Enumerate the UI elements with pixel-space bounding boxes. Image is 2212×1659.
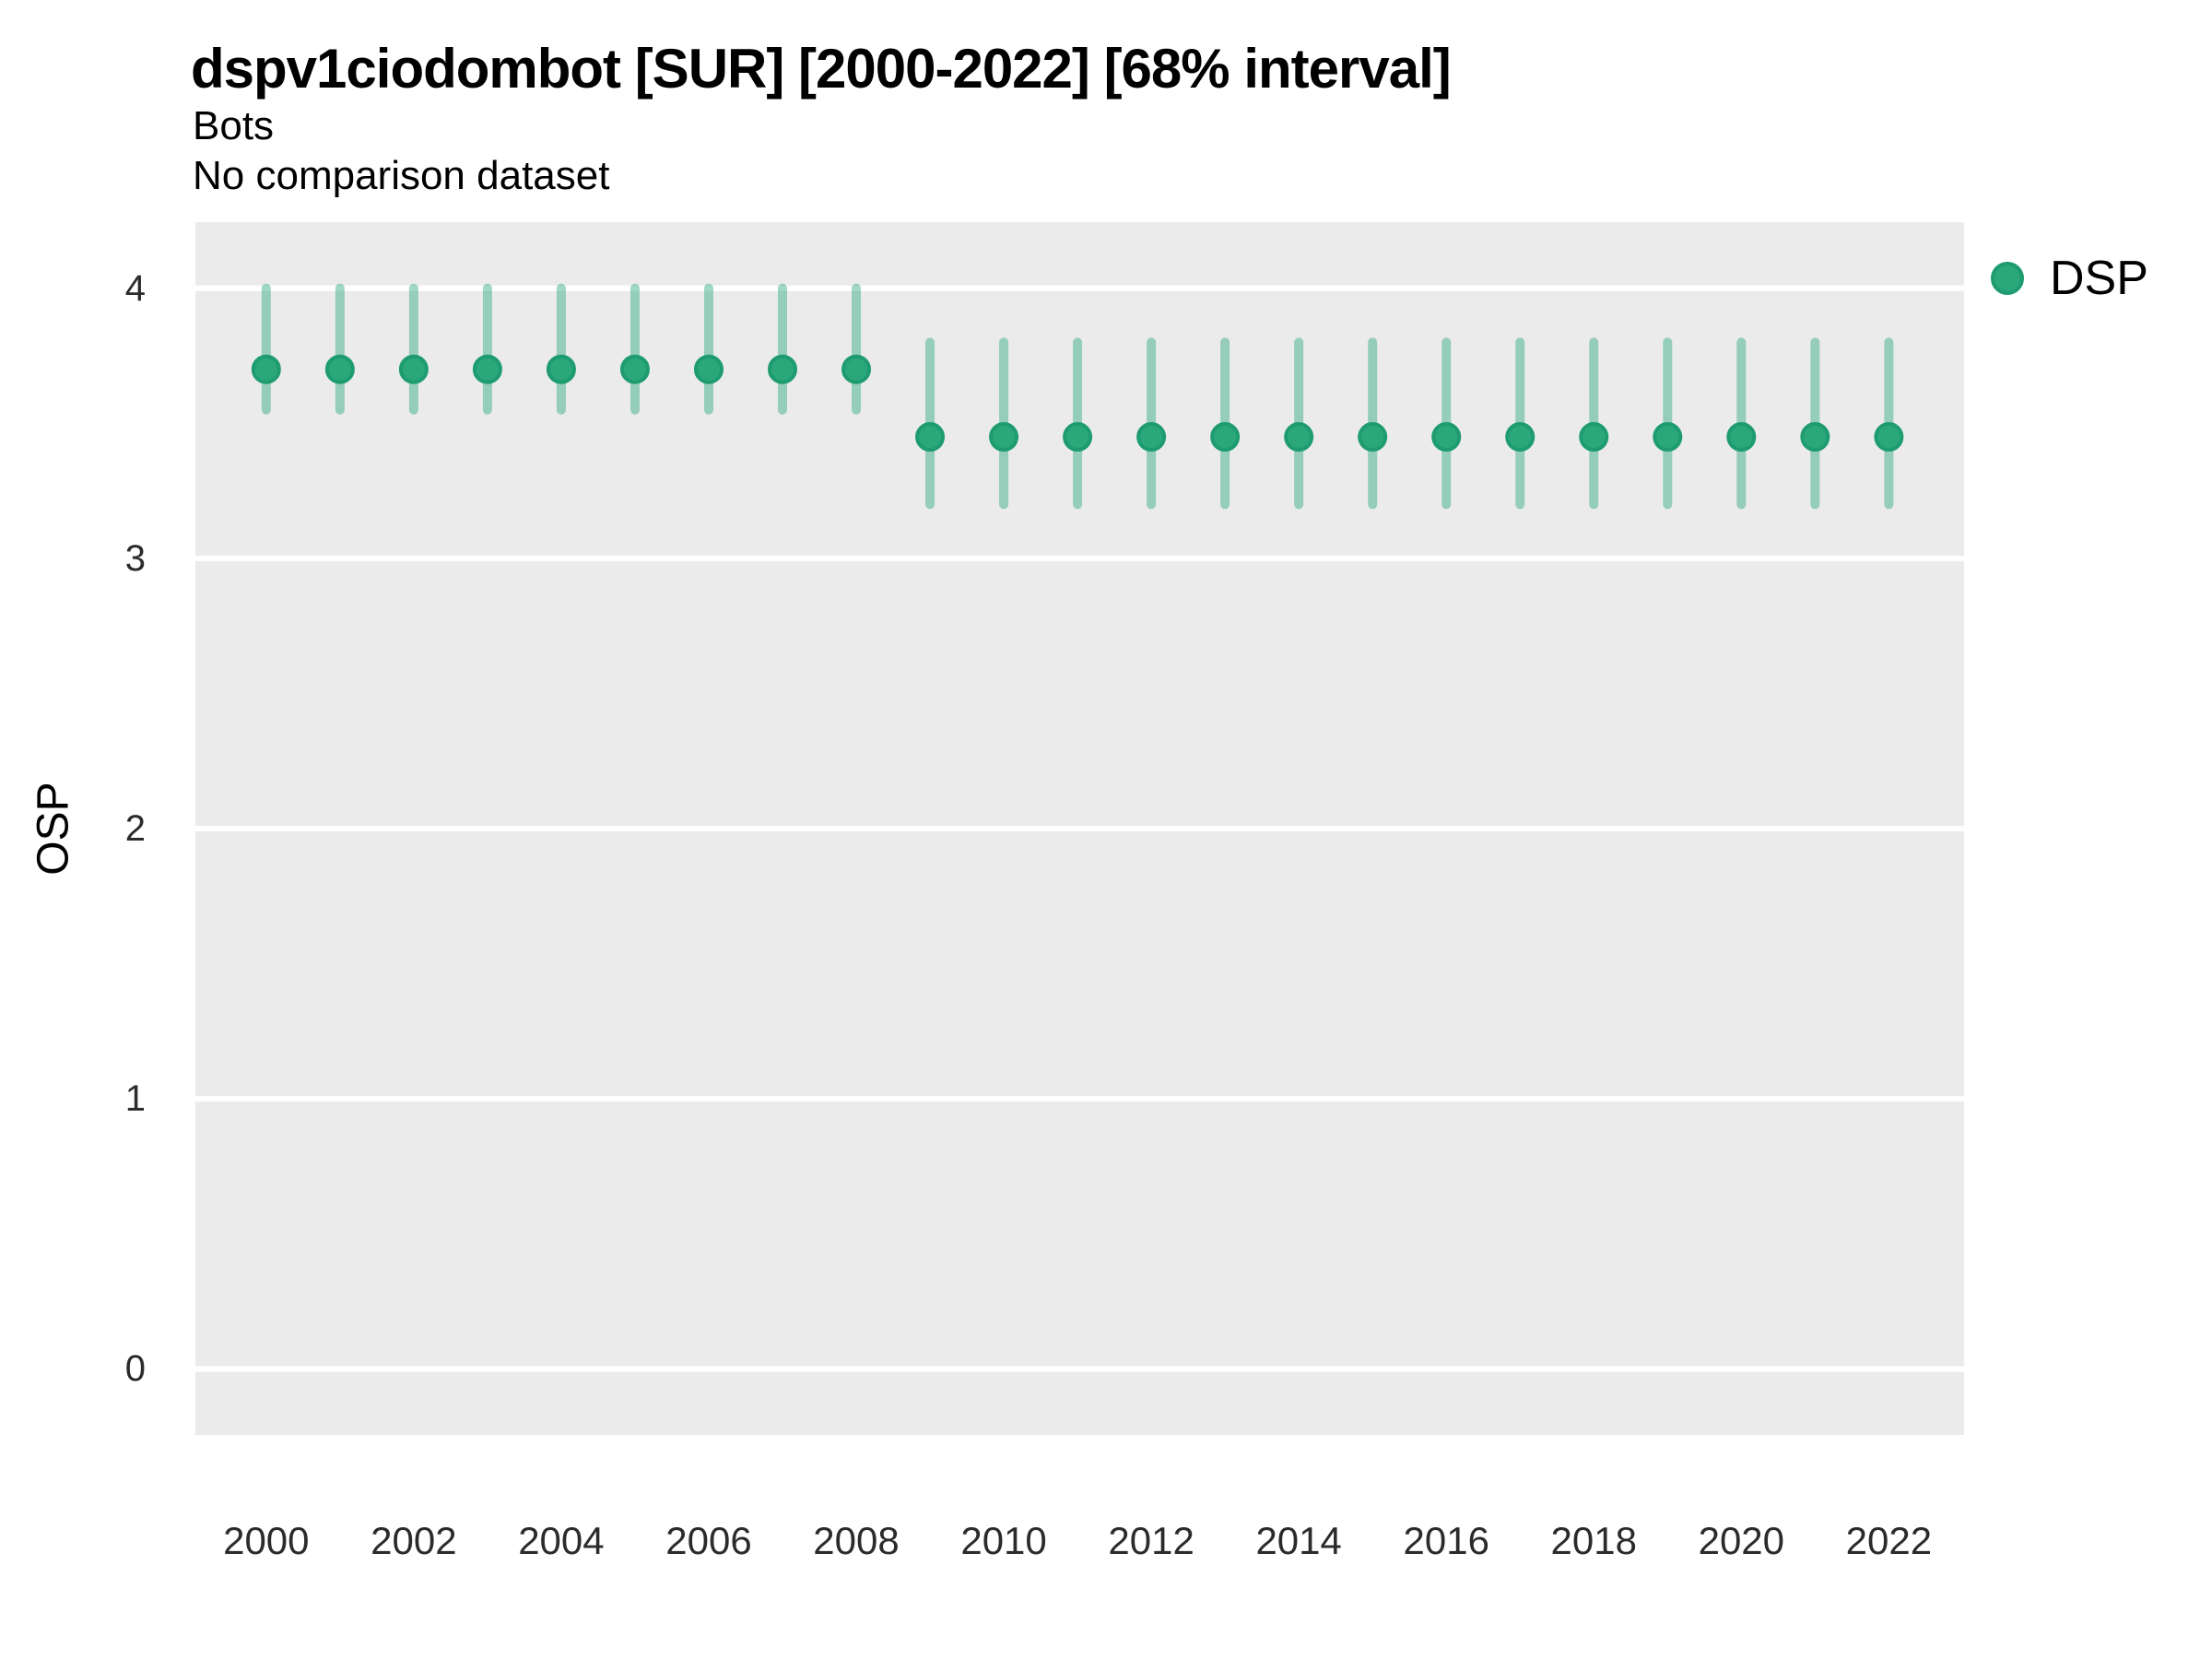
chart-subtitle-group: Bots bbox=[193, 103, 275, 148]
point-dsp-2018 bbox=[1579, 422, 1609, 453]
x-tick-label-2022: 2022 bbox=[1845, 1519, 1933, 1562]
point-dsp-2002 bbox=[398, 354, 429, 384]
legend-label: DSP bbox=[2050, 252, 2148, 305]
x-tick-label-2012: 2012 bbox=[1108, 1519, 1194, 1562]
x-tick-label-2002: 2002 bbox=[371, 1519, 457, 1562]
point-dsp-2017 bbox=[1505, 422, 1535, 453]
point-dsp-2001 bbox=[324, 354, 355, 384]
point-dsp-2010 bbox=[989, 422, 1019, 453]
point-dsp-2021 bbox=[1800, 422, 1830, 453]
point-dsp-2006 bbox=[693, 354, 724, 384]
x-tick-label-2016: 2016 bbox=[1403, 1519, 1489, 1562]
x-tick-label-2020: 2020 bbox=[1698, 1519, 1785, 1562]
chart-title: dspv1ciodombot [SUR] [2000-2022] [68% in… bbox=[191, 38, 1452, 100]
x-tick-label-2000: 2000 bbox=[223, 1519, 310, 1562]
point-dsp-2004 bbox=[546, 354, 576, 384]
x-tick-label-2010: 2010 bbox=[960, 1519, 1047, 1562]
point-dsp-2009 bbox=[915, 422, 946, 453]
chart-subtitle-dataset: No comparison dataset bbox=[193, 153, 610, 198]
point-dsp-2015 bbox=[1358, 422, 1388, 453]
point-dsp-2013 bbox=[1210, 422, 1241, 453]
point-dsp-2016 bbox=[1431, 422, 1462, 453]
point-dsp-2019 bbox=[1653, 422, 1683, 453]
x-tick-label-2014: 2014 bbox=[1255, 1519, 1342, 1562]
y-tick-label-1: 1 bbox=[124, 1078, 146, 1120]
point-dsp-2008 bbox=[841, 354, 872, 384]
legend: DSP bbox=[1991, 251, 2148, 306]
x-tick-label-2008: 2008 bbox=[813, 1519, 900, 1562]
x-tick-label-2004: 2004 bbox=[518, 1519, 605, 1562]
point-dsp-2012 bbox=[1136, 422, 1167, 453]
plot-panel bbox=[195, 222, 1964, 1435]
point-dsp-2003 bbox=[472, 354, 502, 384]
x-tick-label-2006: 2006 bbox=[665, 1519, 752, 1562]
point-dsp-2000 bbox=[251, 354, 281, 384]
y-tick-label-0: 0 bbox=[124, 1348, 146, 1390]
point-dsp-2014 bbox=[1284, 422, 1314, 453]
point-dsp-2007 bbox=[767, 354, 797, 384]
y-tick-label-3: 3 bbox=[124, 537, 146, 579]
point-dsp-2022 bbox=[1874, 422, 1904, 453]
point-dsp-2005 bbox=[619, 354, 650, 384]
point-dsp-2011 bbox=[1063, 422, 1093, 453]
legend-point-icon bbox=[1991, 262, 2024, 295]
x-tick-label-2018: 2018 bbox=[1550, 1519, 1637, 1562]
y-tick-label-4: 4 bbox=[124, 267, 146, 309]
point-dsp-2020 bbox=[1726, 422, 1757, 453]
y-tick-label-2: 2 bbox=[124, 808, 146, 849]
